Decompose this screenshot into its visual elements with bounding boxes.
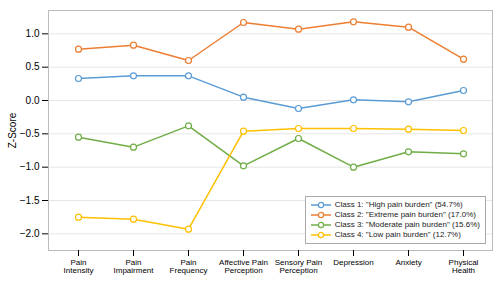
svg-text:Anxiety: Anxiety: [395, 258, 421, 267]
svg-text:Affective PainPerception: Affective PainPerception: [219, 258, 268, 275]
html-text:Class 2: "Extreme pain burden": Class 2: "Extreme pain burden" (17.0%): [334, 210, 476, 219]
html-text:Class 1: "High pain burden" (5: Class 1: "High pain burden" (54.7%): [334, 200, 463, 209]
svg-text:Sensory PainPerception: Sensory PainPerception: [275, 258, 323, 275]
svg-text:Depression: Depression: [333, 258, 373, 267]
svg-text:1.0: 1.0: [26, 28, 40, 39]
svg-text:−2.0: −2.0: [20, 228, 40, 239]
svg-text:PhysicalHealth: PhysicalHealth: [449, 258, 479, 275]
svg-text:0.0: 0.0: [26, 95, 40, 106]
svg-text:PainFrequency: PainFrequency: [170, 258, 208, 275]
html-text:Class 3: "Moderate pain burden: Class 3: "Moderate pain burden" (15.6%): [334, 220, 480, 229]
html-text:Class 4: "Low pain burden" (12: Class 4: "Low pain burden" (12.7%): [334, 230, 461, 239]
svg-text:PainIntensity: PainIntensity: [64, 258, 94, 275]
svg-text:−1.0: −1.0: [20, 161, 40, 172]
svg-text:−0.5: −0.5: [20, 128, 40, 139]
svg-text:PainImpairment: PainImpairment: [113, 258, 154, 275]
svg-text:0.5: 0.5: [26, 61, 40, 72]
svg-text:−1.5: −1.5: [20, 195, 40, 206]
svg-text:Z-Score: Z-Score: [7, 112, 18, 148]
